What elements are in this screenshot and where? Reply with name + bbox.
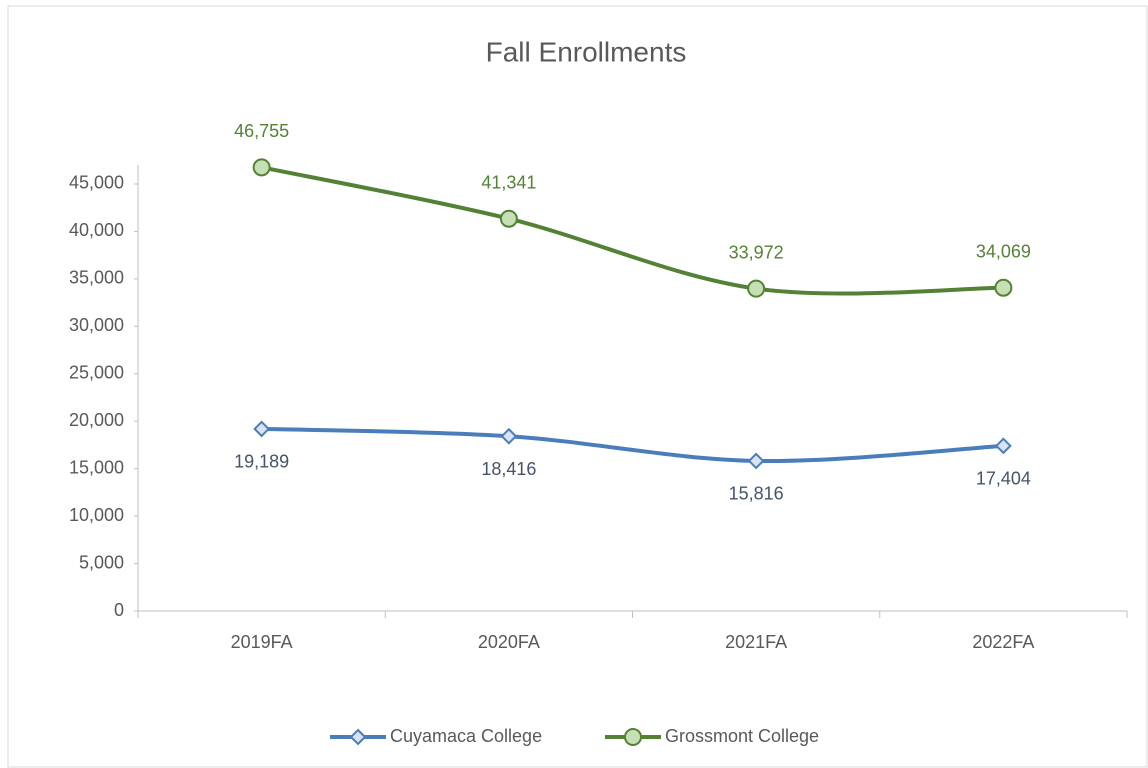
data-label: 41,341 xyxy=(481,172,536,192)
chart-title: Fall Enrollments xyxy=(486,36,687,67)
data-label: 15,816 xyxy=(729,484,784,504)
data-point xyxy=(252,158,271,177)
legend-label: Grossmont College xyxy=(665,726,819,746)
data-point xyxy=(747,279,766,298)
data-label: 33,972 xyxy=(729,242,784,262)
data-label: 18,416 xyxy=(481,459,536,479)
data-label: 19,189 xyxy=(234,452,289,472)
series-line xyxy=(261,426,1004,464)
data-point xyxy=(499,209,518,228)
y-tick-label: 40,000 xyxy=(69,220,124,240)
y-tick-label: 35,000 xyxy=(69,268,124,288)
data-label: 17,404 xyxy=(976,469,1031,489)
y-tick-label: 15,000 xyxy=(69,457,124,477)
chart-border xyxy=(7,5,1148,768)
y-tick-label: 0 xyxy=(114,600,124,620)
legend-marker xyxy=(349,728,367,746)
data-label: 46,755 xyxy=(234,121,289,141)
y-tick-label: 10,000 xyxy=(69,505,124,525)
y-tick-label: 30,000 xyxy=(69,315,124,335)
data-point xyxy=(747,452,765,470)
data-point xyxy=(253,420,271,438)
data-label: 34,069 xyxy=(976,241,1031,261)
legend-label: Cuyamaca College xyxy=(390,726,542,746)
series-line xyxy=(261,165,1004,296)
y-tick-label: 45,000 xyxy=(69,173,124,193)
y-tick-label: 20,000 xyxy=(69,410,124,430)
data-point xyxy=(994,437,1012,455)
data-point xyxy=(994,278,1013,297)
x-tick-label: 2022FA xyxy=(972,632,1034,652)
legend-marker xyxy=(624,728,642,746)
y-tick-label: 5,000 xyxy=(79,552,124,572)
y-tick-label: 25,000 xyxy=(69,363,124,383)
x-tick-label: 2019FA xyxy=(231,632,293,652)
x-tick-label: 2020FA xyxy=(478,632,540,652)
x-tick-label: 2021FA xyxy=(725,632,787,652)
data-point xyxy=(500,427,518,445)
